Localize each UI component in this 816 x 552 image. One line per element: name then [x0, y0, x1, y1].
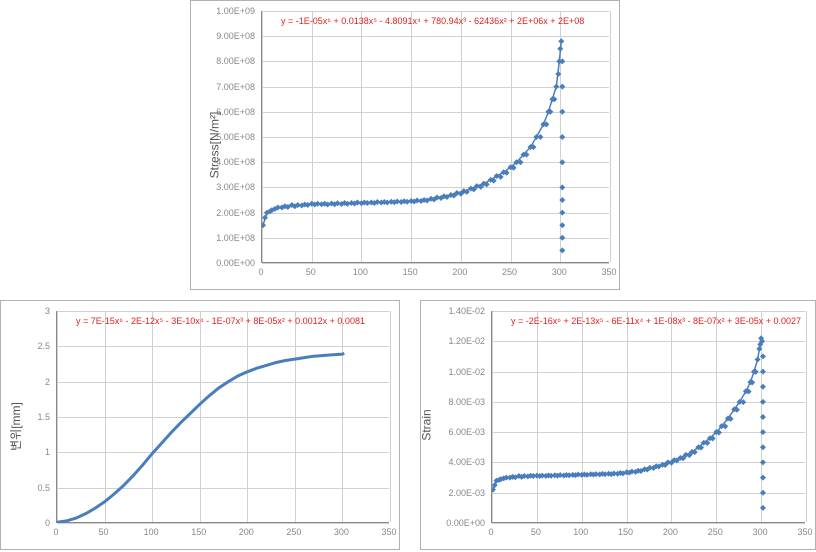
chart1-data-svg	[262, 11, 610, 263]
xtick-label: 0	[488, 527, 493, 537]
chart2-data-svg	[57, 311, 390, 523]
data-marker	[559, 84, 565, 90]
chart3-plot-area	[491, 311, 805, 523]
xtick-label: 150	[191, 527, 206, 537]
xtick-label: 350	[797, 527, 812, 537]
data-marker	[559, 197, 565, 203]
data-marker	[760, 399, 766, 405]
ytick-label: 4.00E+08	[191, 157, 255, 167]
ytick-label: 8.00E-03	[421, 397, 485, 407]
chart3-trendline	[493, 341, 762, 489]
ytick-label: 7.00E+08	[191, 82, 255, 92]
ytick-label: 6.00E+08	[191, 107, 255, 117]
xtick-label: 150	[403, 267, 418, 277]
ytick-label: 2.00E-03	[421, 488, 485, 498]
ytick-label: 9.00E+08	[191, 31, 255, 41]
gridline-h	[492, 523, 805, 524]
data-marker	[553, 84, 559, 90]
ytick-label: 0.00E+00	[191, 258, 255, 268]
xtick-label: 0	[258, 267, 263, 277]
ytick-label: 8.00E+08	[191, 56, 255, 66]
data-marker	[760, 505, 766, 511]
data-marker	[559, 235, 565, 241]
data-marker	[559, 210, 565, 216]
data-marker	[559, 134, 565, 140]
xtick-label: 150	[618, 527, 633, 537]
chart1-trendline	[263, 41, 561, 225]
chart3-equation: y = -2E-16x⁶ + 2E-13x⁵ - 6E-11x⁴ + 1E-08…	[511, 316, 801, 326]
chart2-ylabel: 변위[mm]	[7, 402, 24, 451]
xtick-label: 200	[452, 267, 467, 277]
data-marker	[559, 247, 565, 253]
xtick-label: 100	[144, 527, 159, 537]
xtick-label: 350	[381, 527, 396, 537]
chart1-equation: y = -1E-05x⁶ + 0.0138x⁵ - 4.8091x⁴ + 780…	[281, 16, 584, 26]
xtick-label: 50	[306, 267, 316, 277]
ytick-label: 2.00E+08	[191, 208, 255, 218]
ytick-label: 1.00E+08	[191, 233, 255, 243]
data-marker	[559, 184, 565, 190]
ytick-label: 1.00E-02	[421, 367, 485, 377]
data-marker	[559, 222, 565, 228]
xtick-label: 350	[601, 267, 616, 277]
chart1-chart: 0.00E+00 1.00E+08 2.00E+08 3.00E+08 4.00E+08…	[190, 0, 620, 290]
ytick-label: 5.00E+08	[191, 132, 255, 142]
xtick-label: 200	[663, 527, 678, 537]
gridline-v	[390, 311, 391, 522]
data-marker	[760, 475, 766, 481]
data-marker	[755, 356, 761, 362]
gridline-h	[262, 263, 609, 264]
ytick-label: 2.5	[1, 341, 50, 351]
ytick-label: 1.40E-02	[421, 306, 485, 316]
data-marker	[557, 46, 563, 52]
data-marker	[555, 71, 561, 77]
chart2-plot-area	[56, 311, 389, 523]
xtick-label: 50	[99, 527, 109, 537]
xtick-label: 100	[573, 527, 588, 537]
data-marker	[756, 346, 762, 352]
ytick-label: 0	[1, 518, 50, 528]
data-marker	[760, 414, 766, 420]
chart3-chart: 0.00E+002.00E-034.00E-036.00E-038.00E-03…	[420, 300, 816, 550]
ytick-label: 3	[1, 306, 50, 316]
chart3-ylabel: Strain	[420, 409, 434, 440]
ytick-label: 2	[1, 377, 50, 387]
data-marker	[760, 444, 766, 450]
ytick-label: 0.5	[1, 483, 50, 493]
xtick-label: 250	[502, 267, 517, 277]
gridline-v	[610, 11, 611, 262]
data-marker	[760, 353, 766, 359]
xtick-label: 50	[531, 527, 541, 537]
chart1-ylabel: Stress[N/m²]	[207, 112, 221, 179]
xtick-label: 300	[753, 527, 768, 537]
data-marker	[760, 459, 766, 465]
xtick-label: 0	[53, 527, 58, 537]
xtick-label: 200	[239, 527, 254, 537]
data-marker	[559, 109, 565, 115]
xtick-label: 250	[286, 527, 301, 537]
data-marker	[760, 490, 766, 496]
chart2-chart: 00.511.522.53050100150200250300350변위[mm]…	[0, 300, 400, 550]
ytick-label: 4.00E-03	[421, 457, 485, 467]
data-marker	[760, 369, 766, 375]
ytick-label: 1.00E+09	[191, 6, 255, 16]
xtick-label: 300	[552, 267, 567, 277]
xtick-label: 100	[353, 267, 368, 277]
xtick-label: 300	[334, 527, 349, 537]
ytick-label: 3.00E+08	[191, 182, 255, 192]
data-marker	[262, 215, 268, 221]
chart1-plot-area	[261, 11, 609, 263]
gridline-h	[57, 523, 389, 524]
chart2-equation: y = 7E-15x⁶ - 2E-12x⁵ - 3E-10x⁴ - 1E-07x…	[76, 316, 365, 326]
xtick-label: 250	[708, 527, 723, 537]
ytick-label: 0.00E+00	[421, 518, 485, 528]
chart3-data-svg	[492, 311, 806, 523]
ytick-label: 1.20E-02	[421, 336, 485, 346]
chart2-trendline	[57, 353, 344, 522]
data-marker	[760, 384, 766, 390]
data-marker	[760, 429, 766, 435]
data-marker	[559, 159, 565, 165]
data-marker	[558, 38, 564, 44]
gridline-v	[806, 311, 807, 522]
